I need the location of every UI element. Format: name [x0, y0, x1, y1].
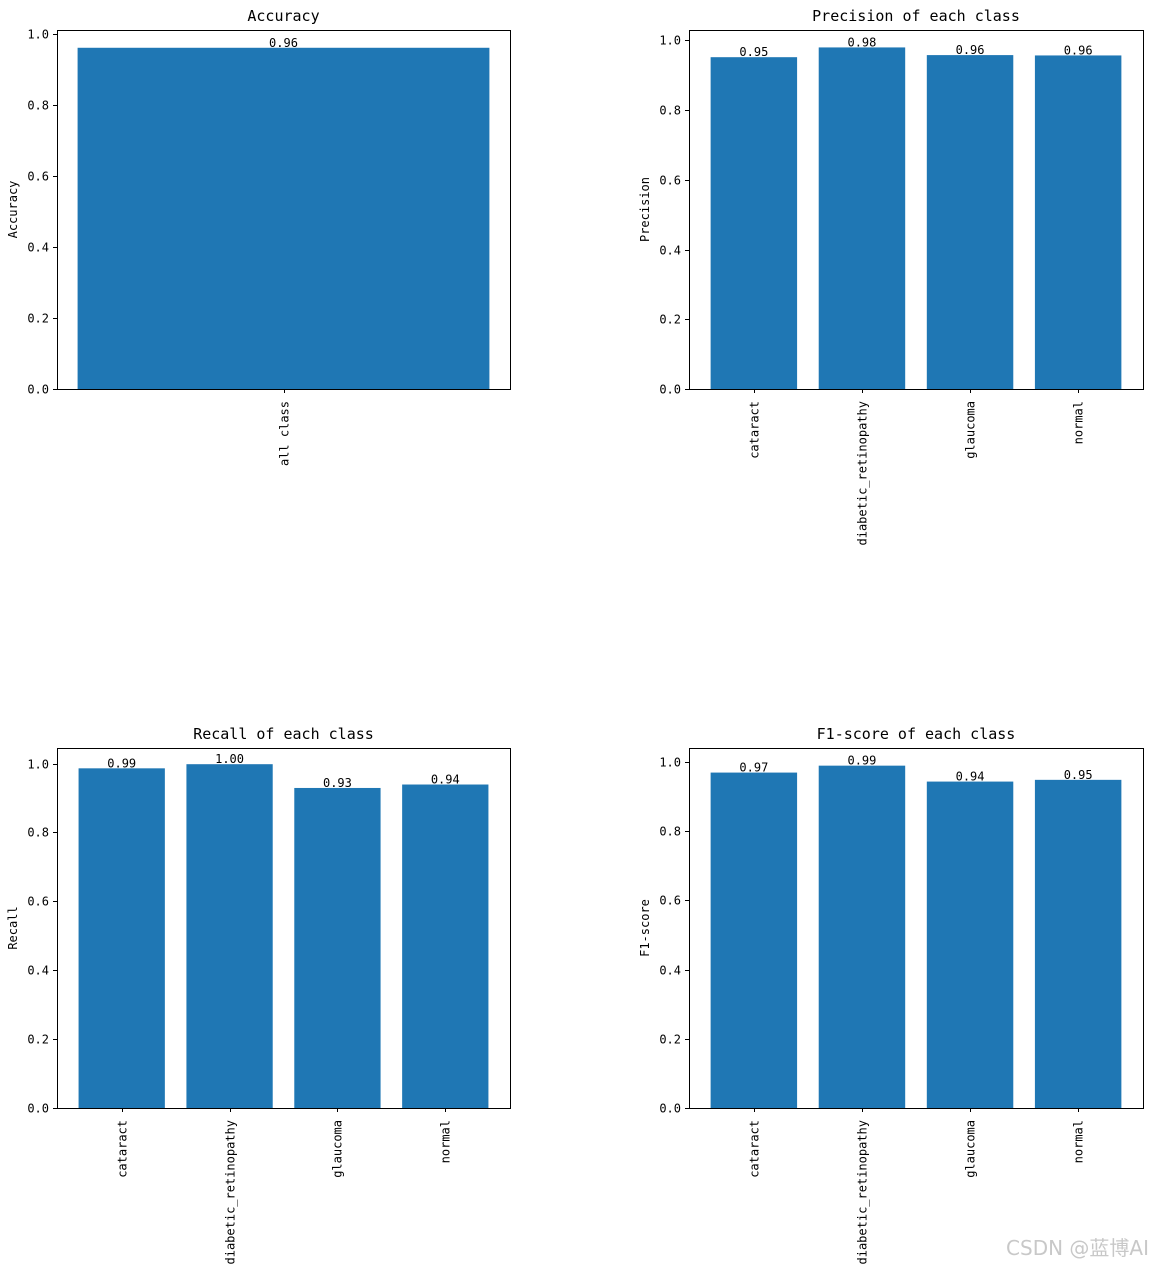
y-tick-label: 0.2: [659, 313, 681, 327]
bar-value-label: 0.93: [323, 776, 352, 790]
bar: [818, 47, 906, 389]
y-axis-label: F1-score: [638, 899, 652, 957]
bar-value-label: 0.96: [269, 36, 298, 50]
x-tick-label: normal: [439, 1120, 453, 1163]
bar-value-label: 0.99: [107, 756, 136, 770]
y-tick-label: 0.0: [27, 383, 49, 397]
y-tick-label: 0.4: [27, 964, 49, 978]
y-tick-label: 0.2: [659, 1033, 681, 1047]
bar: [926, 55, 1014, 389]
bar: [818, 765, 906, 1108]
x-tick-label: diabetic_retinopathy: [856, 401, 870, 546]
axes-frame: [689, 748, 1144, 1109]
bar: [78, 768, 165, 1108]
x-tick-label: normal: [1072, 401, 1086, 444]
y-tick-label: 0.0: [659, 1102, 681, 1116]
y-tick-label: 0.8: [27, 826, 49, 840]
chart-title: F1-score of each class: [817, 725, 1016, 743]
y-axis-label: Recall: [6, 906, 20, 949]
bar-value-label: 0.99: [847, 754, 876, 768]
y-axis-label: Accuracy: [6, 181, 20, 239]
y-tick-label: 0.6: [659, 894, 681, 908]
bar: [294, 787, 381, 1108]
chart-2: 0.95 0.98 0.96 0.96 0.0 0.2 0.4 0.6 0.8 1.0 catara…: [638, 7, 1144, 546]
x-tick-label: glaucoma: [964, 1120, 978, 1178]
chart-3: 0.99 1.00 0.93 0.94 0.0 0.2 0.4 0.6 0.8 1.0 catara…: [6, 725, 511, 1265]
bar-value-label: 0.97: [739, 761, 768, 775]
chart-4: 0.97 0.99 0.94 0.95 0.0 0.2 0.4 0.6 0.8 1.0 catara…: [638, 725, 1144, 1265]
x-tick-label: diabetic_retinopathy: [224, 1120, 238, 1265]
bar-value-label: 0.96: [956, 43, 985, 57]
watermark: CSDN @蓝博AI: [1006, 1236, 1149, 1260]
x-tick-label: cataract: [748, 401, 762, 459]
x-tick-label: normal: [1072, 1120, 1086, 1163]
y-tick-label: 1.0: [659, 34, 681, 48]
y-tick-label: 0.4: [659, 244, 681, 258]
y-tick-label: 0.0: [659, 383, 681, 397]
bar: [1034, 779, 1122, 1108]
x-tick-label: cataract: [116, 1120, 130, 1178]
bar-value-label: 1.00: [215, 752, 244, 766]
y-axis-label: Precision: [638, 177, 652, 242]
bar: [710, 57, 798, 390]
y-tick-label: 0.8: [27, 99, 49, 113]
y-tick-label: 1.0: [659, 756, 681, 770]
y-tick-label: 0.2: [27, 312, 49, 326]
x-tick-label: glaucoma: [964, 401, 978, 459]
y-tick-label: 0.6: [27, 895, 49, 909]
y-tick-label: 1.0: [27, 28, 49, 42]
y-tick-label: 0.6: [659, 174, 681, 188]
x-tick-label: cataract: [748, 1120, 762, 1178]
chart-title: Precision of each class: [812, 7, 1020, 25]
y-tick-label: 0.4: [659, 964, 681, 978]
x-tick-label: all class: [278, 401, 292, 466]
chart-title: Accuracy: [247, 7, 319, 25]
y-tick-label: 0.2: [27, 1033, 49, 1047]
chart-1: 0.96 0.0 0.2 0.4 0.6 0.8 1.0 all class Accuracy A…: [6, 7, 511, 466]
bar-value-label: 0.96: [1064, 43, 1093, 57]
bar-value-label: 0.95: [1064, 768, 1093, 782]
x-tick-label: diabetic_retinopathy: [856, 1120, 870, 1265]
y-tick-label: 0.8: [659, 825, 681, 839]
bar: [77, 47, 490, 389]
chart-title: Recall of each class: [193, 725, 374, 743]
axes-frame: [57, 748, 511, 1109]
bar-value-label: 0.95: [739, 45, 768, 59]
y-tick-label: 0.6: [27, 170, 49, 184]
bar: [402, 784, 489, 1108]
bar: [710, 772, 798, 1108]
bar: [926, 781, 1014, 1108]
y-tick-label: 1.0: [27, 758, 49, 772]
y-tick-label: 0.0: [27, 1102, 49, 1116]
bar: [1034, 55, 1122, 389]
bar: [186, 764, 273, 1108]
y-tick-label: 0.4: [27, 241, 49, 255]
axes-frame: [689, 30, 1144, 390]
y-tick-label: 0.8: [659, 104, 681, 118]
x-tick-label: glaucoma: [331, 1120, 345, 1178]
bar-value-label: 0.94: [431, 773, 460, 787]
bar-value-label: 0.94: [956, 770, 985, 784]
bar-value-label: 0.98: [847, 35, 876, 49]
